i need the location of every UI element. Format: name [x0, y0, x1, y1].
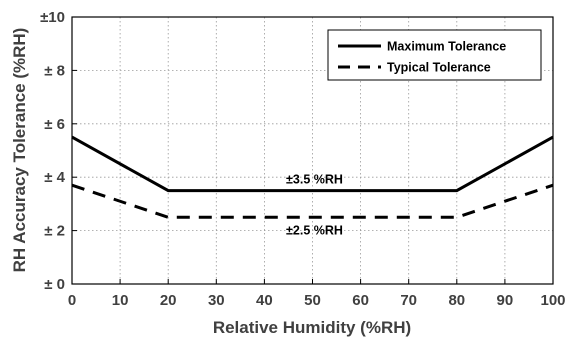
y-tick-label: ± 4 — [44, 169, 65, 186]
annotation-label: ±3.5 %RH — [286, 173, 343, 187]
legend: Maximum Tolerance Typical Tolerance — [327, 29, 542, 81]
x-tick-label: 20 — [160, 292, 177, 309]
series-line-typical — [71, 183, 554, 219]
x-tick-label: 80 — [448, 292, 465, 309]
y-tick-label: ± 0 — [44, 276, 65, 293]
x-axis-title: Relative Humidity (%RH) — [213, 318, 411, 337]
y-tick-labels: ± 0 ± 2 ± 4 ± 6 ± 8 ±10 — [40, 9, 77, 293]
series-lines — [71, 135, 554, 219]
y-tick-label: ± 6 — [44, 116, 65, 133]
x-tick-label: 10 — [112, 292, 129, 309]
y-axis-title: RH Accuracy Tolerance (%RH) — [10, 28, 29, 273]
x-tick-labels: 0 10 20 30 40 50 60 70 80 90 100 — [68, 279, 566, 309]
annotations: ±3.5 %RH ±2.5 %RH — [286, 173, 343, 238]
x-tick-label: 0 — [68, 292, 76, 309]
legend-box — [327, 29, 542, 81]
x-tick-label: 50 — [304, 292, 321, 309]
x-tick-label: 40 — [256, 292, 273, 309]
x-tick-label: 60 — [352, 292, 369, 309]
series-line-maximum — [71, 135, 554, 193]
x-tick-label: 30 — [208, 292, 225, 309]
y-tick-label: ±10 — [40, 9, 65, 26]
y-tick-label: ± 2 — [44, 223, 65, 240]
legend-label: Maximum Tolerance — [387, 40, 506, 54]
y-tick-label: ± 8 — [44, 62, 65, 79]
x-tick-label: 100 — [540, 292, 565, 309]
x-tick-label: 70 — [400, 292, 417, 309]
annotation-label: ±2.5 %RH — [286, 223, 343, 237]
x-tick-label: 90 — [497, 292, 514, 309]
legend-label: Typical Tolerance — [387, 61, 491, 75]
